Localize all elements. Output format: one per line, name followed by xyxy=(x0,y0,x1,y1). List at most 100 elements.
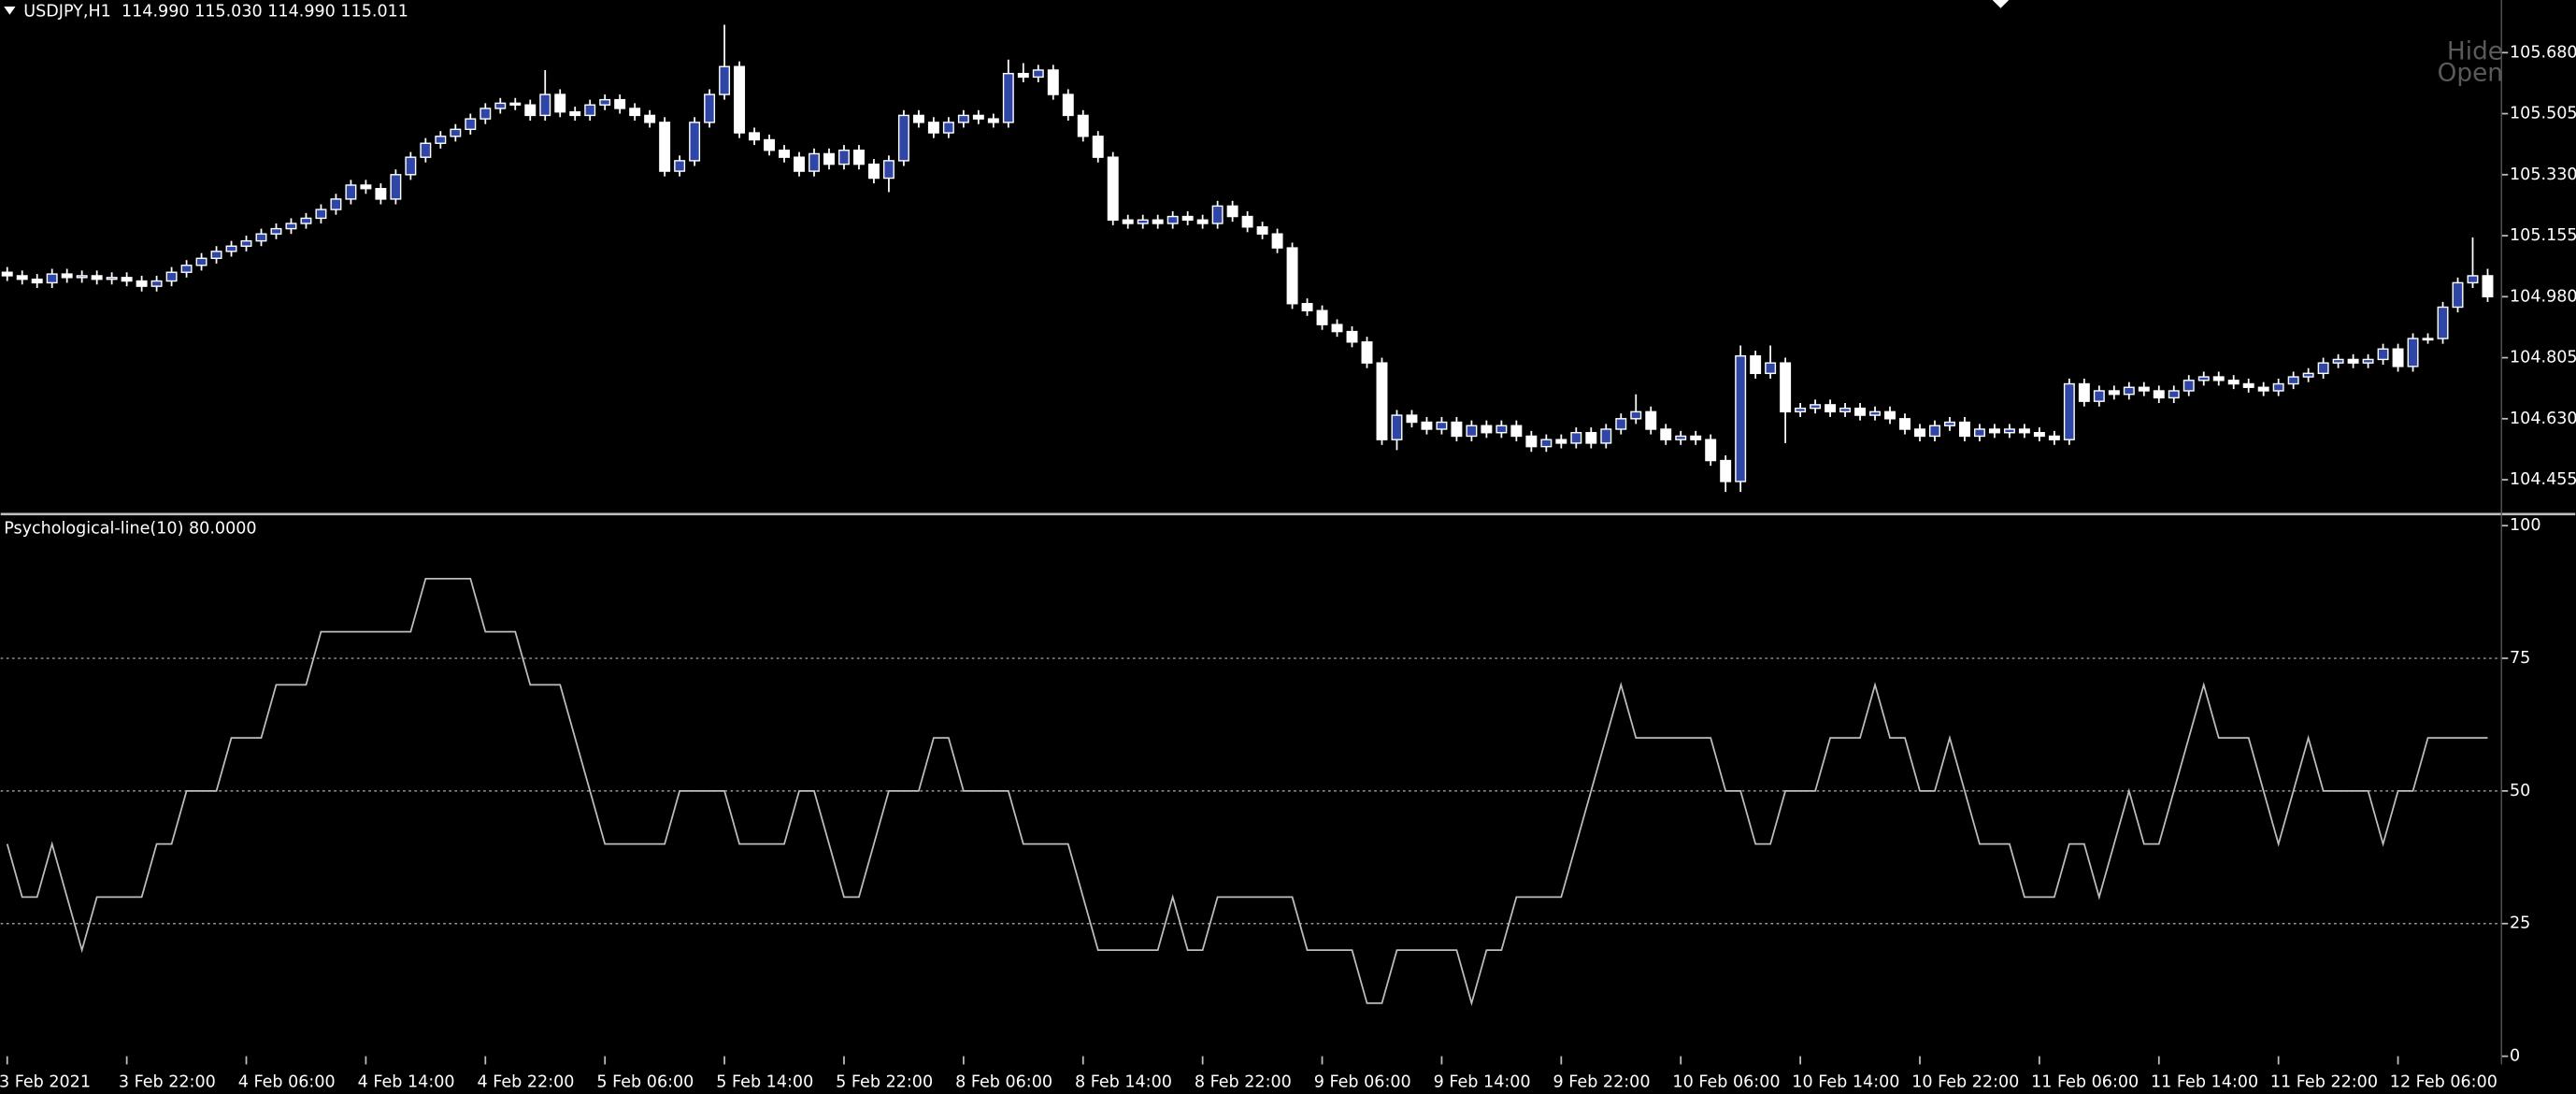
candle-body xyxy=(1958,421,1970,438)
candle-body xyxy=(465,118,477,131)
candle-body xyxy=(1675,435,1687,440)
x-tick-label: 5 Feb 14:00 xyxy=(716,1073,813,1092)
candle-body xyxy=(285,223,297,230)
candle-body xyxy=(2168,390,2180,399)
shift-marker xyxy=(1992,0,2010,8)
candle-body xyxy=(882,160,894,180)
y-tick-label: 105.330 xyxy=(2510,166,2576,184)
candle-body xyxy=(1929,425,1940,438)
candle-body xyxy=(360,184,372,190)
candle-body xyxy=(121,277,133,282)
candle-body xyxy=(779,150,791,158)
x-tick-label: 11 Feb 06:00 xyxy=(2031,1073,2139,1092)
candle-body xyxy=(2377,348,2389,361)
candle-body xyxy=(823,152,835,166)
candle-body xyxy=(1690,435,1702,440)
candle-body xyxy=(1510,425,1523,438)
candle-body xyxy=(494,102,507,109)
y-tick-label: 105.680 xyxy=(2510,43,2576,62)
candle-body xyxy=(1944,421,1955,426)
candle-body xyxy=(315,209,327,220)
y-tick-label: 105.155 xyxy=(2510,226,2576,245)
candle-body xyxy=(210,251,222,259)
candle-body xyxy=(2153,390,2165,399)
candle-body xyxy=(1092,136,1104,158)
candle-body xyxy=(375,188,387,200)
open-button[interactable]: Open xyxy=(2438,60,2503,88)
menu-arrow[interactable] xyxy=(4,7,16,15)
y-tick-label: 104.455 xyxy=(2510,470,2576,489)
candle-body xyxy=(764,138,776,151)
candle-body xyxy=(2257,386,2269,392)
candle-body xyxy=(2123,386,2135,396)
candle-body xyxy=(136,280,148,287)
candle-body xyxy=(2392,348,2404,367)
candle-body xyxy=(794,156,805,172)
candle-body xyxy=(734,65,746,134)
candle-body xyxy=(2302,372,2314,378)
candle-body xyxy=(644,114,656,123)
candle-body xyxy=(2227,380,2240,385)
candle-body xyxy=(1107,156,1119,221)
candle-body xyxy=(614,98,626,109)
candle-body xyxy=(1077,114,1089,137)
candle-body xyxy=(1436,421,1448,430)
x-tick-label: 11 Feb 14:00 xyxy=(2151,1073,2258,1092)
candle-body xyxy=(1466,425,1478,438)
indicator-line xyxy=(6,578,2488,1007)
candle-body xyxy=(1017,72,1029,79)
candle-body xyxy=(2422,338,2434,341)
y-tick-label: 75 xyxy=(2510,649,2530,668)
candle-body xyxy=(330,198,342,210)
candle-body xyxy=(1854,407,1867,416)
candle-body xyxy=(897,114,909,162)
candle-body xyxy=(524,104,537,117)
candle-body xyxy=(1002,72,1014,123)
candle-body xyxy=(1137,219,1149,224)
candle-body xyxy=(420,142,432,158)
candle-body xyxy=(509,102,522,106)
candle-body xyxy=(2212,376,2225,381)
indicator-title: Psychological-line(10) 80.0000 xyxy=(4,520,256,539)
symbol-info: USDJPY,H1 114.990 115.030 114.990 115.01… xyxy=(23,2,408,21)
candle-body xyxy=(1705,439,1717,462)
candle-body xyxy=(1540,439,1553,448)
candle-body xyxy=(1196,219,1209,224)
candle-body xyxy=(867,163,880,180)
candle-body xyxy=(1720,459,1732,482)
x-tick-label: 5 Feb 06:00 xyxy=(596,1073,694,1092)
candle-body xyxy=(2242,382,2254,388)
candle-body xyxy=(629,108,641,117)
candle-body xyxy=(2452,281,2464,309)
candle-body xyxy=(1988,428,2000,434)
hide-button[interactable]: Hide xyxy=(2447,38,2503,66)
x-tick-label: 12 Feb 06:00 xyxy=(2390,1073,2497,1092)
candle-body xyxy=(1,271,13,277)
candle-body xyxy=(61,273,73,279)
candle-body xyxy=(106,277,118,281)
candle-body xyxy=(749,132,761,141)
candle-body xyxy=(599,98,611,106)
candle-body xyxy=(2033,432,2045,438)
candle-body xyxy=(180,265,193,273)
candle-body xyxy=(1899,418,1911,430)
candle-body xyxy=(2317,362,2329,375)
candle-body xyxy=(16,275,28,281)
candle-body xyxy=(2437,306,2449,339)
y-tick-label: 105.505 xyxy=(2510,105,2576,123)
candle-body xyxy=(1600,428,1612,444)
candle-body xyxy=(1645,410,1657,430)
candle-body xyxy=(2138,386,2150,392)
candle-body xyxy=(659,122,671,172)
candle-body xyxy=(345,184,357,200)
x-tick-label: 10 Feb 06:00 xyxy=(1672,1073,1780,1092)
candle-body xyxy=(2482,275,2494,298)
candle-body xyxy=(2287,376,2299,385)
x-tick-label: 4 Feb 14:00 xyxy=(358,1073,455,1092)
x-tick-label: 3 Feb 22:00 xyxy=(119,1073,216,1092)
candle-body xyxy=(1555,439,1567,444)
candle-body xyxy=(1256,226,1268,235)
candle-body xyxy=(405,156,417,176)
